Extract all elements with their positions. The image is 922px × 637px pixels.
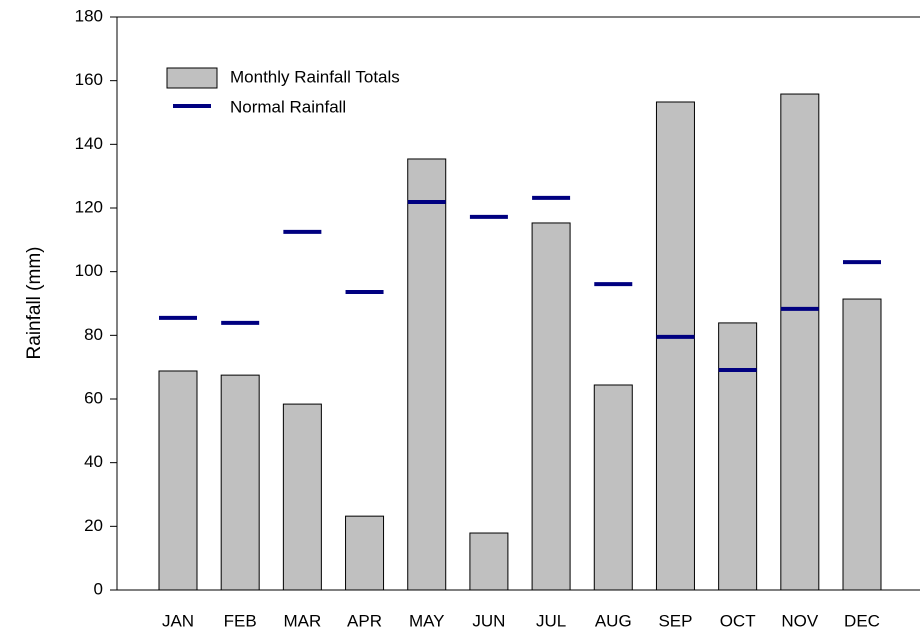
x-tick-label: JAN (162, 611, 194, 630)
bar (407, 158, 447, 591)
bar (842, 298, 882, 591)
y-tick-label: 120 (75, 197, 103, 216)
x-tick-label: MAY (409, 611, 445, 630)
y-axis-label: Rainfall (mm) (24, 247, 45, 360)
y-tick-label: 60 (84, 388, 103, 407)
bar (531, 222, 571, 591)
y-tick-label: 160 (75, 70, 103, 89)
y-tick-label: 80 (84, 325, 103, 344)
bar (593, 384, 633, 591)
x-tick-label: MAR (283, 611, 321, 630)
x-tick-label: JUL (536, 611, 566, 630)
legend-label: Normal Rainfall (230, 97, 346, 116)
bar (282, 403, 322, 591)
y-tick-label: 40 (84, 452, 103, 471)
legend-swatch (166, 67, 218, 89)
y-tick-label: 0 (94, 579, 103, 598)
bar (469, 532, 509, 591)
x-tick-label: FEB (224, 611, 257, 630)
x-tick-label: APR (347, 611, 382, 630)
y-tick-label: 20 (84, 516, 103, 535)
bar (718, 322, 758, 591)
y-tick-label: 100 (75, 261, 103, 280)
x-tick-label: AUG (595, 611, 632, 630)
bar (780, 93, 820, 591)
y-tick-label: 180 (75, 6, 103, 25)
bar (220, 374, 260, 591)
legend-label: Monthly Rainfall Totals (230, 67, 400, 86)
x-tick-label: SEP (658, 611, 692, 630)
x-tick-label: NOV (781, 611, 819, 630)
x-tick-label: OCT (720, 611, 756, 630)
x-tick-label: JUN (472, 611, 505, 630)
x-tick-label: DEC (844, 611, 880, 630)
bar (655, 101, 695, 591)
y-tick-label: 140 (75, 134, 103, 153)
bar (345, 515, 385, 591)
bar (158, 370, 198, 591)
